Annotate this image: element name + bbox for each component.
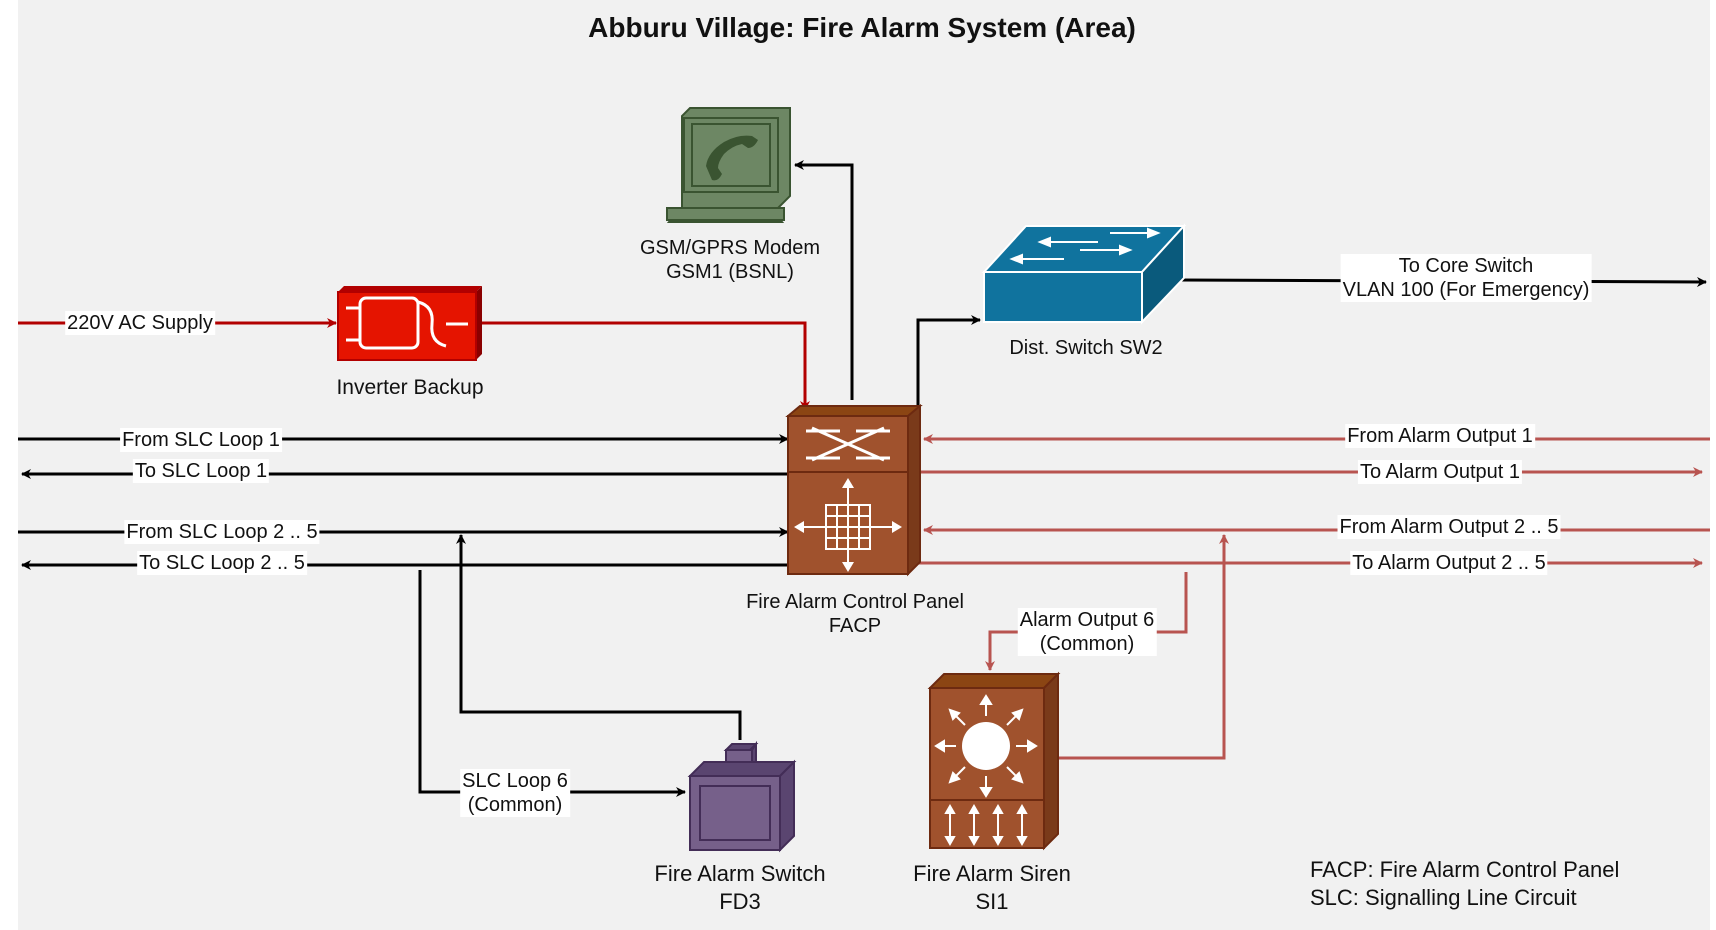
control-panel-icon[interactable] xyxy=(785,403,923,577)
facp-label: Fire Alarm Control Panel FACP xyxy=(746,590,964,638)
edge-slc6-to-faswitch xyxy=(418,570,686,797)
legend-line1: FACP: Fire Alarm Control Panel xyxy=(1310,857,1620,882)
siren-label-line1: Fire Alarm Siren xyxy=(913,861,1071,886)
inverter-icon[interactable] xyxy=(337,286,482,361)
fa-switch-label-line2: FD3 xyxy=(719,889,761,914)
pink-edges xyxy=(918,434,1710,760)
edge-siren-to-ao xyxy=(1056,534,1229,760)
ao6-label: Alarm Output 6 (Common) xyxy=(1017,608,1157,656)
edge-facp-to-gsm xyxy=(794,160,854,400)
facp-label-line1: Fire Alarm Control Panel xyxy=(746,591,964,613)
from-slc1-label: From SLC Loop 1 xyxy=(120,428,282,452)
core-switch-label-line2: VLAN 100 (For Emergency) xyxy=(1342,279,1590,301)
facp-label-line2: FACP xyxy=(828,615,882,637)
core-switch-label-line1: To Core Switch xyxy=(1398,255,1534,277)
slc6-label-line1: SLC Loop 6 xyxy=(462,770,568,792)
alarm-switch-icon[interactable] xyxy=(687,740,797,853)
to-ao25-label: To Alarm Output 2 .. 5 xyxy=(1350,551,1548,575)
diagram-title: Abburu Village: Fire Alarm System (Area) xyxy=(588,12,1136,43)
gsm-label: GSM/GPRS Modem GSM1 (BSNL) xyxy=(640,236,820,284)
slc6-label-line2: (Common) xyxy=(467,794,563,816)
siren-label-line2: SI1 xyxy=(975,889,1009,914)
core-switch-label: To Core Switch VLAN 100 (For Emergency) xyxy=(1340,254,1592,302)
fa-switch-label-line1: Fire Alarm Switch xyxy=(654,861,826,886)
ao6-label-line2: (Common) xyxy=(1039,633,1135,655)
to-slc25-label: To SLC Loop 2 .. 5 xyxy=(137,551,307,575)
siren-icon[interactable] xyxy=(927,671,1061,851)
edge-facp-to-switch xyxy=(916,315,981,410)
from-ao25-label: From Alarm Output 2 .. 5 xyxy=(1337,515,1561,539)
legend-line2: SLC: Signalling Line Circuit xyxy=(1310,885,1577,910)
legend: FACP: Fire Alarm Control Panel SLC: Sign… xyxy=(1310,856,1619,912)
inverter-label: Inverter Backup xyxy=(336,376,484,399)
to-slc1-label: To SLC Loop 1 xyxy=(132,459,270,483)
network-switch-icon[interactable] xyxy=(981,223,1187,325)
fa-switch-label: Fire Alarm Switch FD3 xyxy=(654,860,825,916)
modem-phone-icon[interactable] xyxy=(666,107,791,223)
ao6-label-line1: Alarm Output 6 xyxy=(1019,609,1155,631)
from-slc25-label: From SLC Loop 2 .. 5 xyxy=(124,520,320,544)
gsm-label-line2: GSM1 (BSNL) xyxy=(666,261,794,283)
switch-label: Dist. Switch SW2 xyxy=(1009,337,1163,359)
edge-faswitch-to-slc xyxy=(456,534,742,740)
from-ao1-label: From Alarm Output 1 xyxy=(1345,424,1535,448)
slc6-label: SLC Loop 6 (Common) xyxy=(460,769,570,817)
edge-inverter-to-facp xyxy=(482,321,810,411)
ac-supply-label: 220V AC Supply xyxy=(65,311,215,335)
gsm-label-line1: GSM/GPRS Modem xyxy=(639,237,821,259)
siren-label: Fire Alarm Siren SI1 xyxy=(913,860,1071,916)
to-ao1-label: To Alarm Output 1 xyxy=(1357,460,1523,484)
